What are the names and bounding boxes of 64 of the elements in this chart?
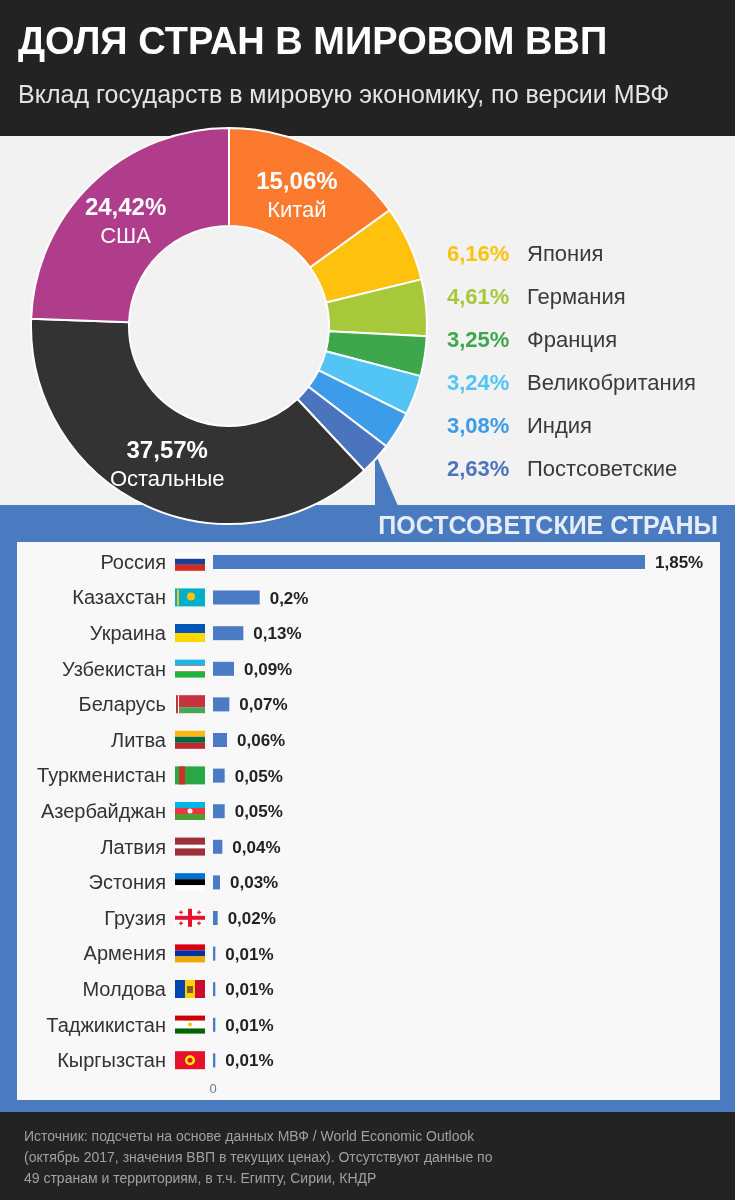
y-tick-label: Казахстан — [72, 586, 166, 609]
bar — [213, 875, 221, 890]
text: 0 — [208, 1081, 218, 1097]
slice-label: Германия — [527, 284, 626, 309]
data-label: 0,13% — [253, 624, 302, 644]
y-tick-label: Украина — [89, 622, 167, 644]
data-label: 0,01% — [225, 1015, 274, 1035]
data-label: 24,42% — [84, 192, 167, 220]
y-tick-label: Грузия — [104, 906, 166, 929]
y-tick-label: Азербайджан — [40, 800, 166, 822]
data-label: 0,04% — [232, 837, 281, 857]
y-tick-label: Эстония — [88, 871, 166, 894]
y-tick-label: Туркменистан — [37, 764, 166, 787]
bar — [213, 839, 223, 854]
chart-subtitle: Вклад государств в мировую экономику, по версии МВФ — [18, 79, 670, 110]
slice-label: Китай — [267, 197, 327, 223]
y-tick-label: Узбекистан — [62, 657, 166, 680]
y-tick-label: Россия — [100, 550, 166, 573]
data-label: 3,24% — [447, 369, 511, 397]
bar — [213, 911, 218, 925]
y-tick-label: Таджикистан — [46, 1013, 166, 1036]
data-label: 0,07% — [239, 695, 288, 715]
y-tick-label: Армения — [83, 942, 166, 965]
data-label: 0,01% — [225, 980, 274, 1000]
data-label: 4,61% — [447, 283, 511, 311]
slice-label: Великобритания — [527, 370, 696, 395]
bar — [213, 555, 645, 569]
bar — [213, 768, 225, 783]
bar — [213, 804, 225, 819]
data-label: 2,63% — [447, 455, 511, 483]
data-label: 0,01% — [225, 1051, 274, 1071]
data-label: 3,08% — [447, 412, 511, 440]
y-tick-label: Латвия — [100, 835, 166, 858]
data-label: 1,85% — [655, 553, 704, 573]
data-label: 0,2% — [269, 588, 309, 608]
slice-label: Япония — [527, 241, 604, 266]
data-label: 3,25% — [447, 326, 511, 354]
data-label: 0,05% — [234, 802, 283, 822]
data-label: 15,06% — [256, 167, 338, 195]
data-label: 0,03% — [230, 873, 279, 893]
bar — [213, 661, 235, 676]
slice-label: Индия — [527, 413, 593, 438]
data-label: 0,02% — [227, 909, 276, 929]
bar — [213, 733, 228, 747]
y-tick-label: Беларусь — [78, 693, 166, 716]
data-label: 0,05% — [234, 766, 283, 786]
data-label: 37,57% — [126, 435, 208, 463]
slice-label: Остальные — [109, 465, 225, 491]
slice-label: Постсоветские — [527, 456, 678, 481]
data-label: 0,01% — [225, 944, 274, 964]
y-tick-label: Кыргызстан — [57, 1049, 166, 1072]
data-label: 6,16% — [447, 240, 511, 268]
data-label: 0,09% — [244, 659, 293, 679]
data-label: 0,06% — [237, 731, 286, 751]
chart-title: ПОСТСОВЕТСКИЕ СТРАНЫ — [378, 510, 718, 541]
bar — [213, 697, 230, 712]
y-tick-label: Молдова — [82, 978, 167, 1000]
bar — [213, 590, 260, 605]
slice-label: США — [100, 222, 152, 248]
y-tick-label: Литва — [111, 728, 167, 751]
bar — [213, 626, 244, 641]
slice-label: Франция — [527, 327, 618, 352]
chart-title: ДОЛЯ СТРАН В МИРОВОМ ВВП — [18, 19, 608, 64]
text: Источник: подсчеты на основе данных МВФ / World Economic Outlook (октябрь 2017, значения ВВП в текущих ценах). Отсутствуют данные по 49 странам и территориям, в т.ч. Египту, Сирии, КНДР — [24, 1127, 494, 1188]
